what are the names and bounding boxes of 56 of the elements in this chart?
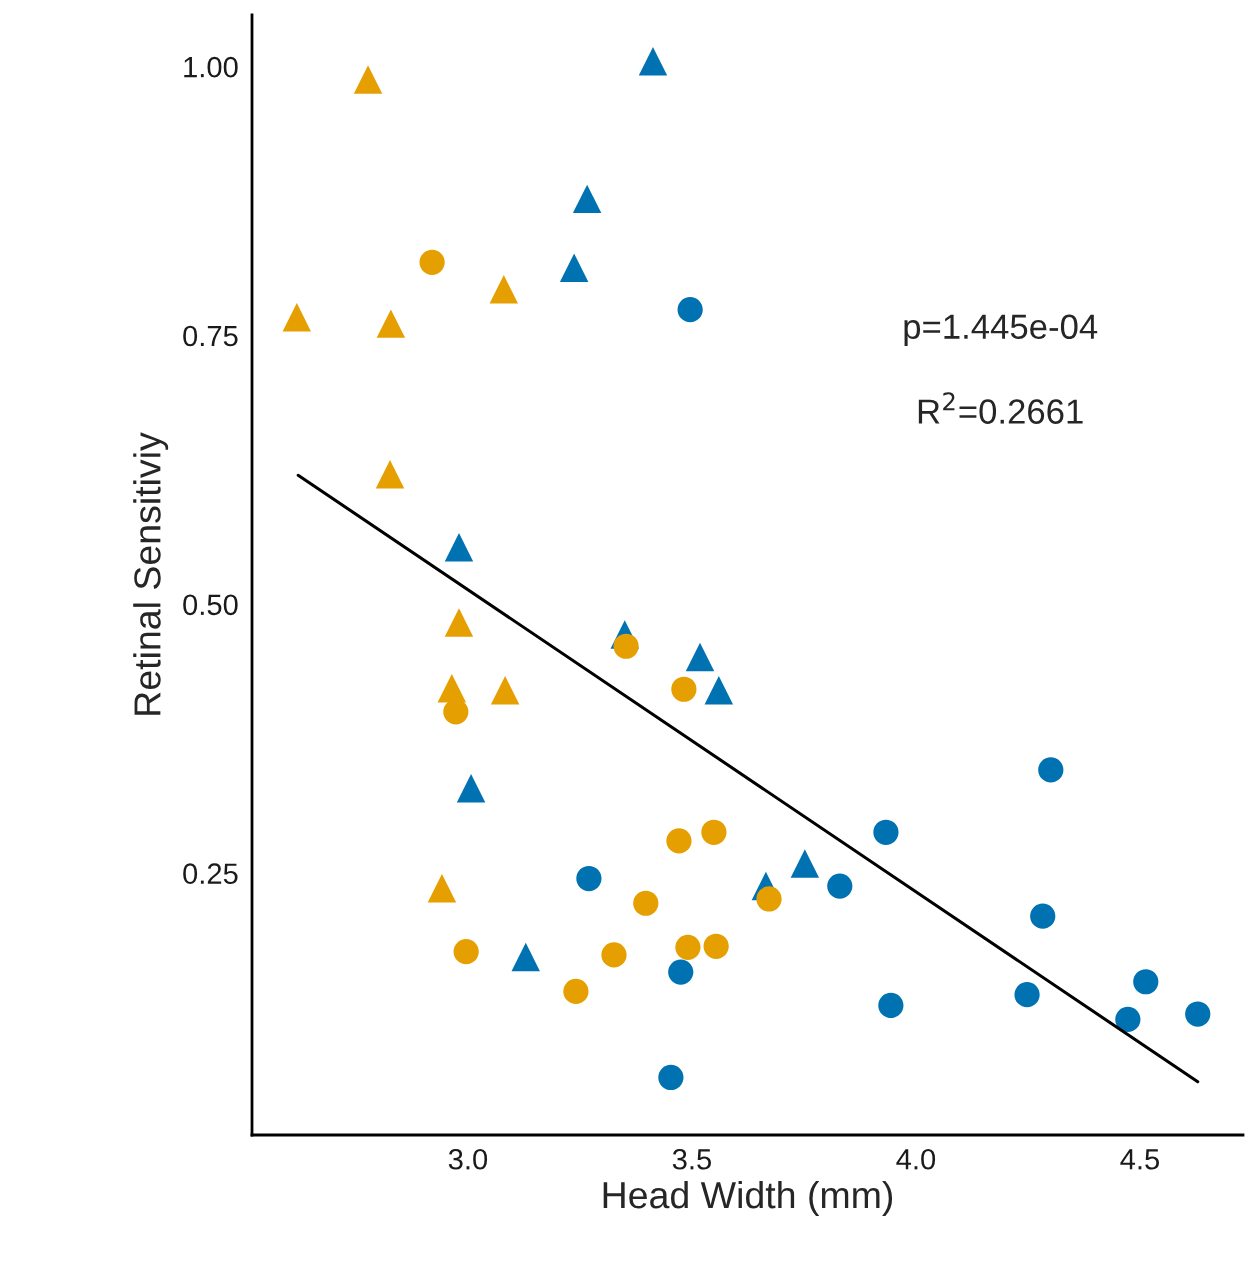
x-axis-title: Head Width (mm): [603, 1180, 893, 1216]
point: [601, 942, 627, 968]
point: [443, 699, 469, 725]
point: [633, 890, 659, 916]
point: [685, 642, 715, 672]
point: [1030, 903, 1056, 929]
point: [376, 309, 406, 338]
point: [613, 633, 639, 659]
x-tick-label: 3.5: [672, 1148, 711, 1170]
point: [701, 819, 727, 845]
annotation: R$^{2}$=0.2661: [918, 392, 1083, 424]
point: [427, 873, 457, 903]
point: [1038, 757, 1064, 783]
x-tick-label: 4.0: [896, 1148, 936, 1170]
point: [666, 828, 692, 854]
x-tick-label: 3.0: [448, 1148, 488, 1170]
point: [576, 865, 602, 892]
point: [671, 676, 697, 702]
point: [511, 942, 540, 972]
point: [1014, 982, 1040, 1008]
point: [453, 939, 479, 965]
point: [489, 274, 519, 304]
point: [353, 65, 383, 94]
point: [559, 253, 589, 282]
point: [375, 459, 405, 489]
point: [444, 608, 474, 637]
point: [827, 873, 853, 899]
point: [677, 297, 703, 323]
point: [437, 673, 467, 703]
point: [1115, 1006, 1141, 1033]
y-tick-label: 1.00: [184, 56, 238, 78]
point: [419, 249, 445, 275]
point: [704, 676, 734, 705]
point: [490, 676, 520, 705]
point: [878, 992, 904, 1019]
point: [456, 773, 486, 803]
y-tick-label: 0.75: [183, 325, 238, 347]
y-tick-label: 0.25: [183, 863, 238, 884]
annotation: p=1.445e-04: [904, 314, 1098, 346]
point: [638, 47, 668, 76]
point: [790, 849, 820, 878]
point: [668, 959, 694, 985]
point: [282, 302, 312, 332]
point: [563, 978, 589, 1005]
point: [756, 886, 782, 912]
y-axis-title: Retinal Sensitiviy: [133, 432, 169, 715]
point: [658, 1064, 684, 1091]
point: [873, 819, 899, 845]
point: [572, 184, 602, 214]
point: [444, 533, 474, 562]
point: [1185, 1001, 1211, 1027]
y-tick-label: 0.50: [183, 594, 238, 616]
point: [675, 934, 701, 960]
point: [1133, 969, 1159, 995]
x-tick-label: 4.5: [1120, 1149, 1160, 1170]
point: [703, 933, 729, 959]
